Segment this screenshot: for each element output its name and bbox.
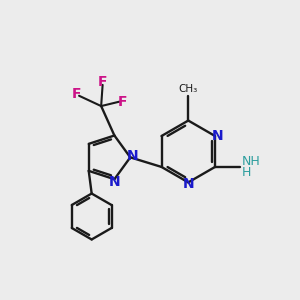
Text: NH: NH [242, 155, 260, 168]
Text: F: F [118, 95, 127, 109]
Text: F: F [72, 87, 82, 101]
Text: N: N [109, 175, 120, 189]
Text: N: N [182, 178, 194, 191]
Text: N: N [211, 129, 223, 143]
Text: N: N [127, 149, 138, 163]
Text: CH₃: CH₃ [179, 84, 198, 94]
Text: F: F [98, 75, 107, 89]
Text: H: H [242, 166, 251, 179]
